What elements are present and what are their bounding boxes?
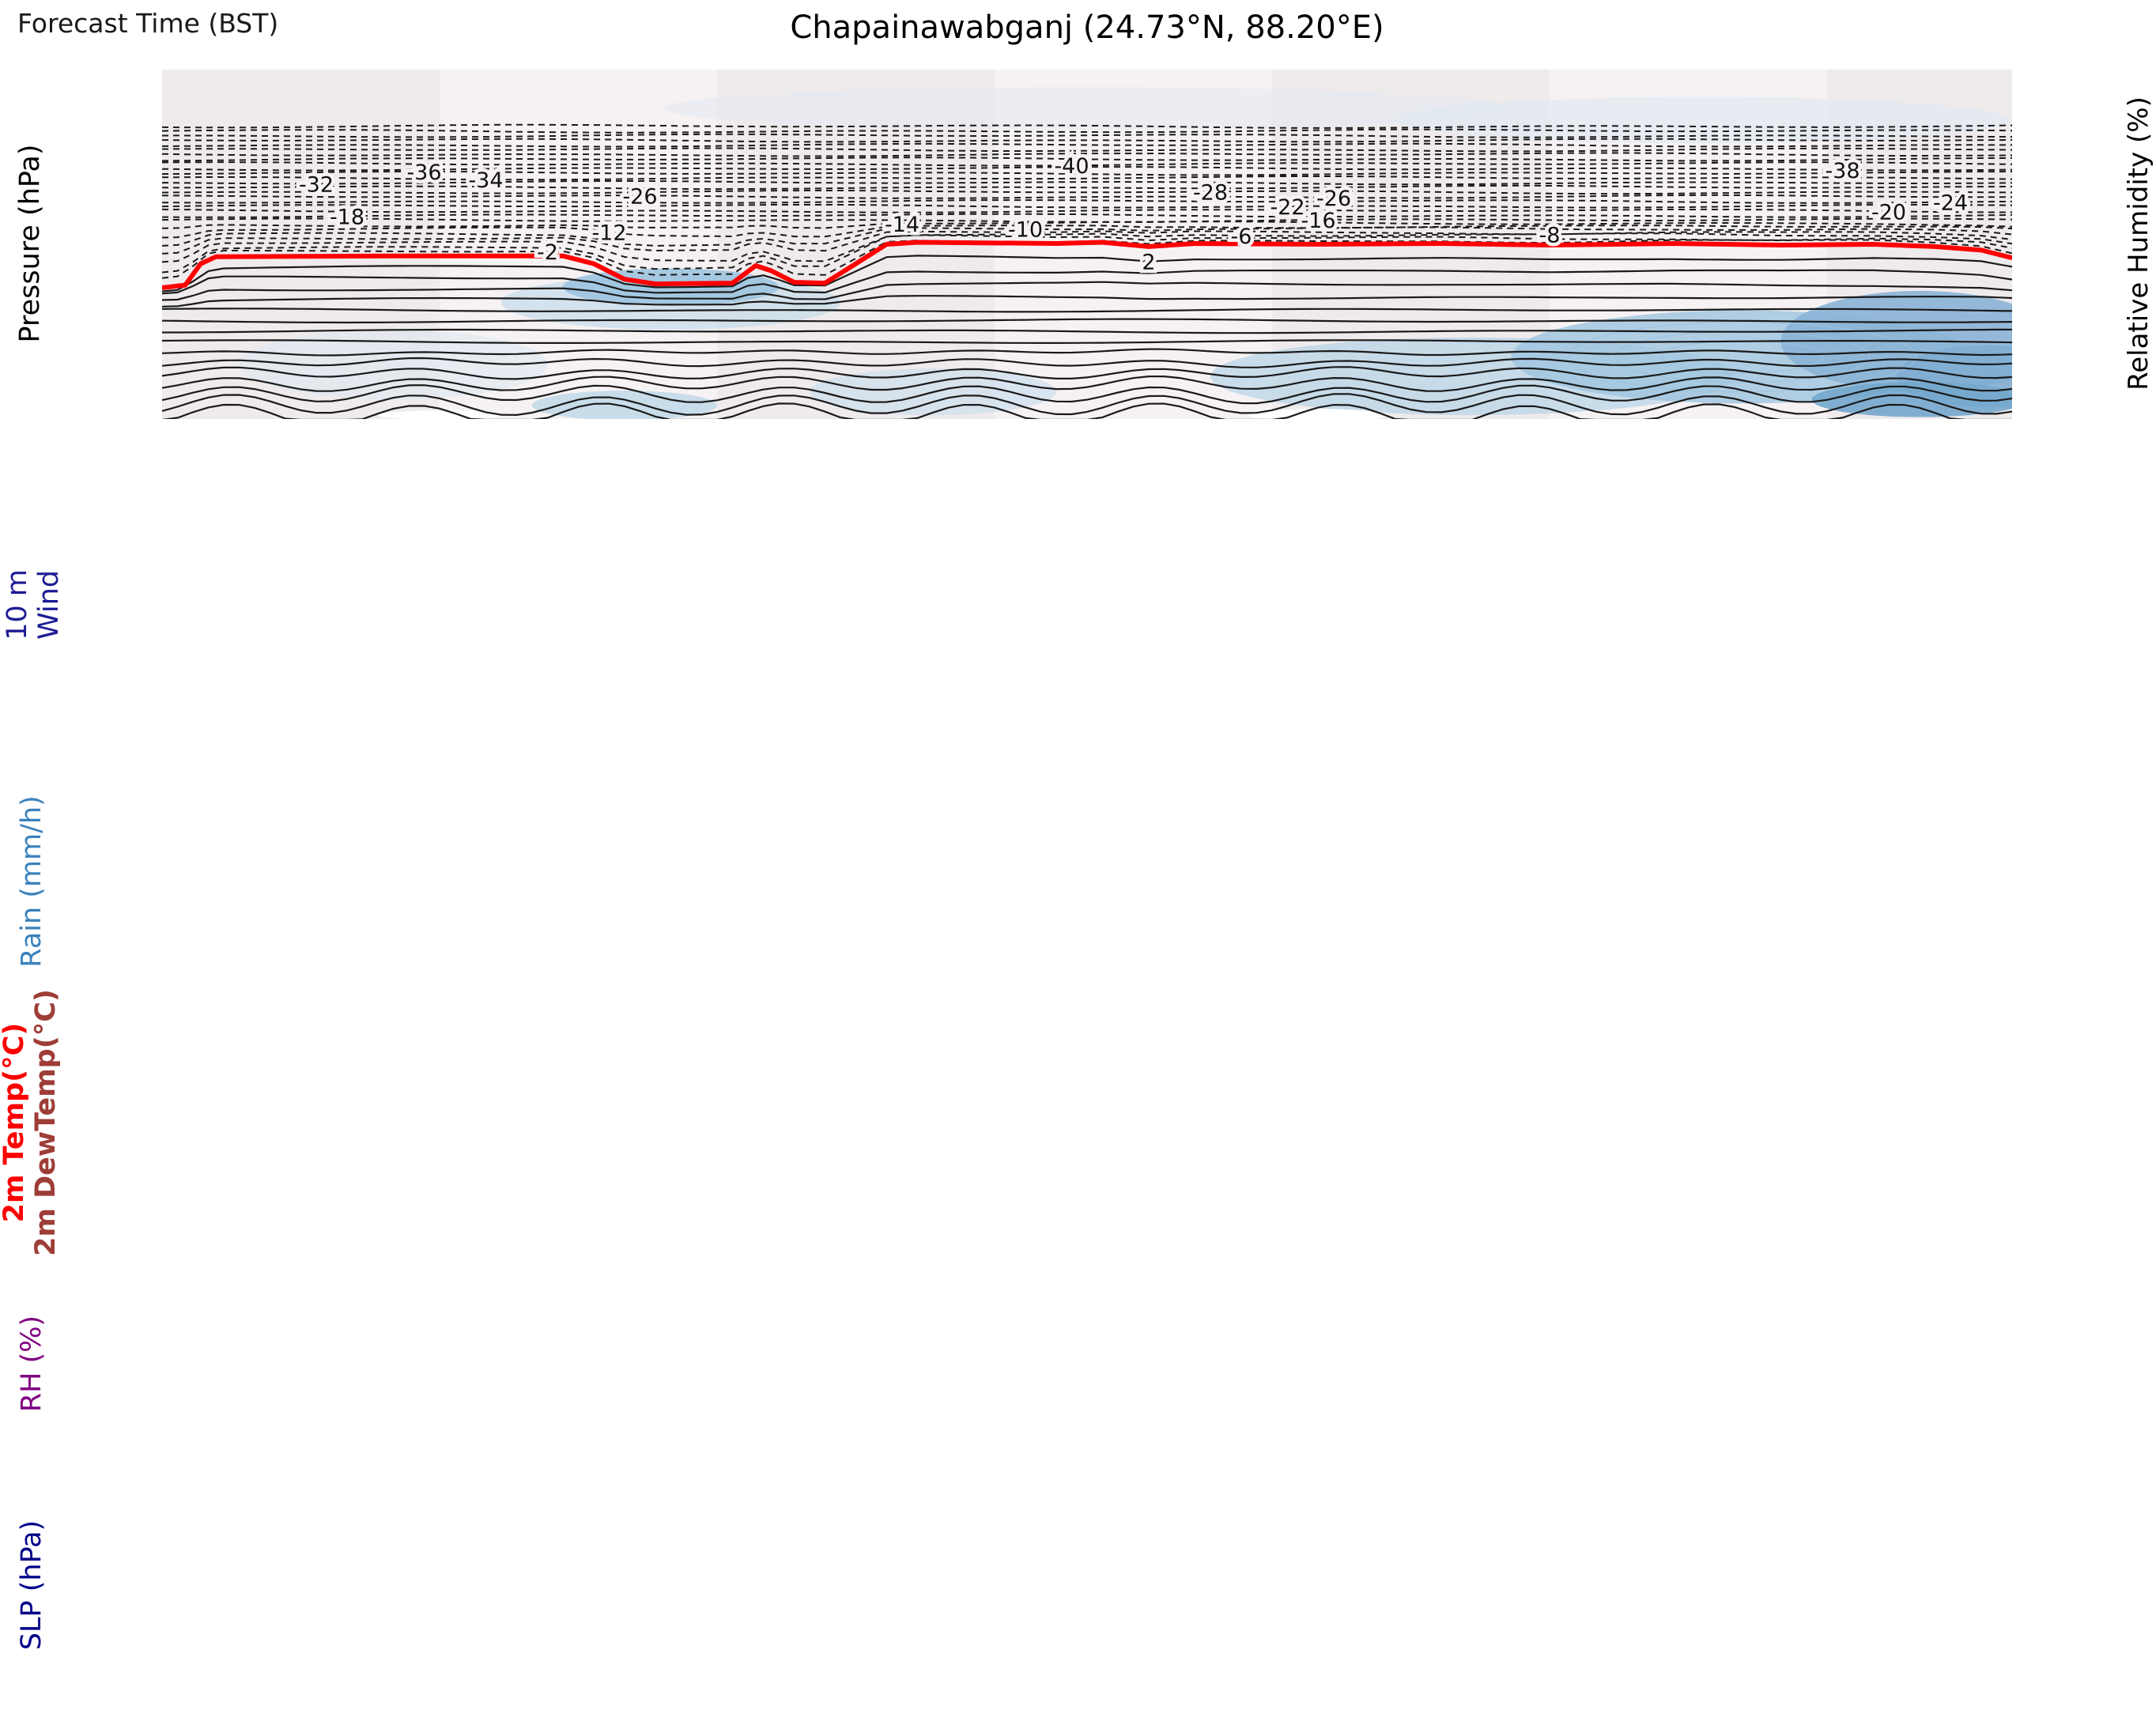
forecast-time-label: Forecast Time (BST) (17, 8, 279, 39)
contour-label: -32 (299, 172, 334, 197)
contour-label: -16 (1301, 209, 1335, 233)
contour-label: -8 (1539, 223, 1561, 247)
contour-label: -38 (1825, 159, 1860, 183)
contour-label: 2 (1142, 251, 1155, 275)
contour-label: -12 (591, 221, 626, 245)
contour-label: -14 (885, 213, 919, 237)
contour-label: -40 (1054, 154, 1089, 179)
contour-label: -26 (622, 184, 657, 209)
page-title: Chapainawabganj (24.73°N, 88.20°E) (790, 9, 1384, 46)
slp-axis-label: SLP (hPa) (16, 1519, 47, 1651)
contour-label: -6 (1231, 225, 1252, 249)
contour-label: -10 (1008, 218, 1043, 243)
contour-label: -18 (330, 205, 364, 229)
pressure-rh-contour-panel: -40 -38-36 -34-32 -28-26 -26 -24-22 -20-18 -16-… (162, 70, 2012, 419)
contour-label: -2 (537, 240, 558, 265)
contour-label: -26 (1316, 187, 1351, 211)
contour-label: -34 (468, 168, 503, 193)
contour-label: -20 (1871, 200, 1906, 225)
colorbar-label: Relative Humidity (%) (2123, 96, 2154, 391)
contour-label: -28 (1193, 180, 1228, 205)
contour-label: -22 (1270, 195, 1305, 220)
contour-label: -36 (406, 160, 441, 185)
contour-label: -24 (1933, 191, 1968, 216)
